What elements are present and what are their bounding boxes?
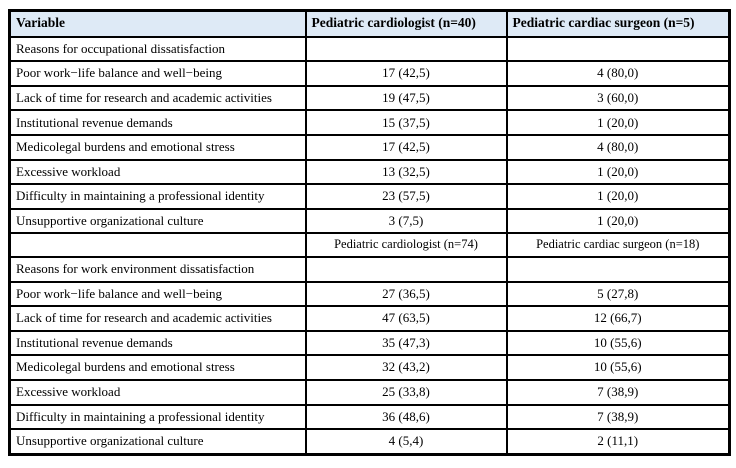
cell-cardiologist-value: 19 (47,5): [304, 84, 508, 112]
cell-surgeon-value: 1 (20,0): [505, 158, 731, 186]
dissatisfaction-reasons-table: Variable Pediatric cardiologist (n=40) P…: [8, 9, 731, 456]
cell-surgeon-value: 5 (27,8): [505, 280, 731, 308]
header-cell-surgeon-n5: Pediatric cardiac surgeon (n=5): [505, 9, 731, 38]
cell-variable: Poor work−life balance and well−being: [8, 60, 307, 87]
cell-surgeon-value: 4 (80,0): [505, 60, 731, 87]
cell-cardiologist-value: 17 (42,5): [304, 133, 508, 161]
cell-surgeon-value: 10 (55,6): [505, 329, 731, 357]
cell-variable: Lack of time for research and academic a…: [8, 305, 307, 332]
cell-variable: Institutional revenue demands: [8, 109, 307, 136]
cell-cardiologist-value: 17 (42,5): [304, 60, 508, 87]
cell-surgeon-value: 1 (20,0): [505, 109, 731, 136]
cell-cardiologist-value: 25 (33,8): [304, 378, 508, 406]
cell-variable: Unsupportive organizational culture: [8, 428, 307, 456]
cell-variable: Unsupportive organizational culture: [8, 207, 307, 235]
table-header-row: Variable Pediatric cardiologist (n=40) P…: [8, 9, 731, 38]
table-row: Medicolegal burdens and emotional stress…: [8, 133, 731, 161]
subheader-cell-cardiologist-n74: Pediatric cardiologist (n=74): [304, 232, 508, 259]
cell-variable: Difficulty in maintaining a professional…: [8, 403, 307, 431]
table-row: Difficulty in maintaining a professional…: [8, 403, 731, 431]
cell-cardiologist-value: 36 (48,6): [304, 403, 508, 431]
cell-cardiologist-value: 4 (5,4): [304, 428, 508, 456]
section-label: Reasons for occupational dissatisfaction: [8, 35, 307, 63]
cell-surgeon-value: 3 (60,0): [505, 84, 731, 112]
empty-cell: [304, 35, 508, 63]
cell-surgeon-value: 7 (38,9): [505, 378, 731, 406]
table-row: Institutional revenue demands 15 (37,5) …: [8, 109, 731, 136]
table-row: Poor work−life balance and well−being 27…: [8, 280, 731, 308]
cell-cardiologist-value: 47 (63,5): [304, 305, 508, 332]
cell-surgeon-value: 1 (20,0): [505, 183, 731, 210]
subheader-row-second-cohort: Pediatric cardiologist (n=74) Pediatric …: [8, 232, 731, 259]
cell-variable: Excessive workload: [8, 378, 307, 406]
cell-variable: Institutional revenue demands: [8, 329, 307, 357]
cell-surgeon-value: 2 (11,1): [505, 428, 731, 456]
cell-variable: Medicolegal burdens and emotional stress: [8, 133, 307, 161]
cell-cardiologist-value: 13 (32,5): [304, 158, 508, 186]
header-cell-variable: Variable: [8, 9, 307, 38]
table-row: Difficulty in maintaining a professional…: [8, 183, 731, 210]
table-row: Unsupportive organizational culture 3 (7…: [8, 207, 731, 235]
empty-cell: [505, 256, 731, 283]
table-row: Excessive workload 13 (32,5) 1 (20,0): [8, 158, 731, 186]
cell-surgeon-value: 1 (20,0): [505, 207, 731, 235]
cell-cardiologist-value: 27 (36,5): [304, 280, 508, 308]
section-label: Reasons for work environment dissatisfac…: [8, 256, 307, 283]
cell-cardiologist-value: 15 (37,5): [304, 109, 508, 136]
empty-cell: [8, 232, 307, 259]
cell-surgeon-value: 12 (66,7): [505, 305, 731, 332]
cell-cardiologist-value: 35 (47,3): [304, 329, 508, 357]
section-row-occupational-dissatisfaction: Reasons for occupational dissatisfaction: [8, 35, 731, 63]
cell-variable: Lack of time for research and academic a…: [8, 84, 307, 112]
cell-surgeon-value: 7 (38,9): [505, 403, 731, 431]
cell-cardiologist-value: 3 (7,5): [304, 207, 508, 235]
cell-variable: Excessive workload: [8, 158, 307, 186]
cell-surgeon-value: 4 (80,0): [505, 133, 731, 161]
cell-cardiologist-value: 32 (43,2): [304, 354, 508, 381]
header-cell-cardiologist-n40: Pediatric cardiologist (n=40): [304, 9, 508, 38]
table-row: Institutional revenue demands 35 (47,3) …: [8, 329, 731, 357]
table-row: Lack of time for research and academic a…: [8, 84, 731, 112]
table-row: Lack of time for research and academic a…: [8, 305, 731, 332]
section-row-work-environment-dissatisfaction: Reasons for work environment dissatisfac…: [8, 256, 731, 283]
cell-variable: Difficulty in maintaining a professional…: [8, 183, 307, 210]
table-row: Excessive workload 25 (33,8) 7 (38,9): [8, 378, 731, 406]
table-row: Poor work−life balance and well−being 17…: [8, 60, 731, 87]
cell-variable: Medicolegal burdens and emotional stress: [8, 354, 307, 381]
table-row: Medicolegal burdens and emotional stress…: [8, 354, 731, 381]
cell-variable: Poor work−life balance and well−being: [8, 280, 307, 308]
empty-cell: [505, 35, 731, 63]
table-row: Unsupportive organizational culture 4 (5…: [8, 428, 731, 456]
cell-surgeon-value: 10 (55,6): [505, 354, 731, 381]
subheader-cell-surgeon-n18: Pediatric cardiac surgeon (n=18): [505, 232, 731, 259]
cell-cardiologist-value: 23 (57,5): [304, 183, 508, 210]
empty-cell: [304, 256, 508, 283]
